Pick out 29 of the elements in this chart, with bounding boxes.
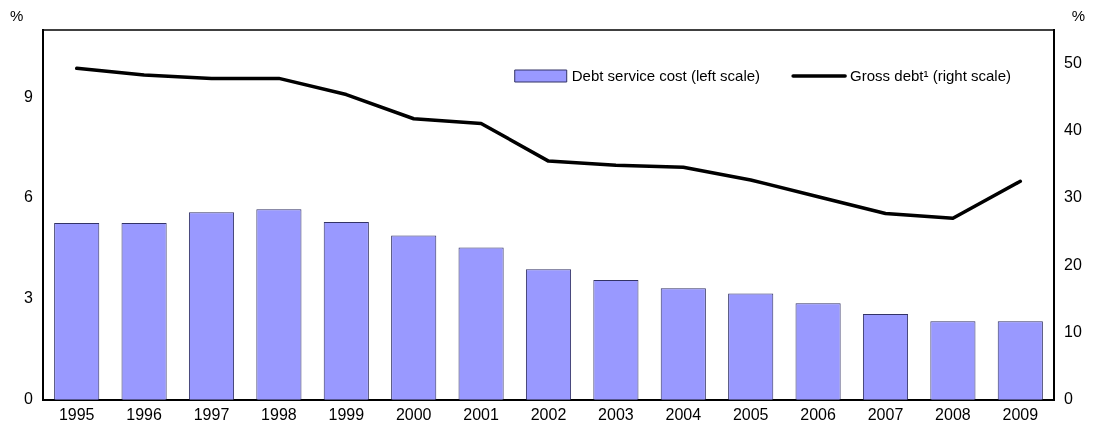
x-tick-label: 2006 — [800, 405, 836, 423]
x-tick-label: 1996 — [126, 405, 162, 423]
y-tick-label: 6 — [24, 188, 34, 206]
x-tick-label: 2000 — [395, 405, 432, 423]
x-tick-label: 2004 — [665, 405, 702, 423]
x-tick-label: 2002 — [530, 405, 567, 423]
y2-tick-label: 10 — [1064, 322, 1082, 340]
y-axis-title: % — [10, 6, 24, 24]
legend-label: Debt service cost (left scale) — [571, 67, 761, 85]
y-tick-label: 9 — [24, 87, 34, 105]
y2-tick-label: 40 — [1064, 121, 1082, 139]
x-tick-label: 1999 — [328, 405, 365, 423]
y-tick-label: 0 — [24, 390, 34, 408]
y-tick-label: 3 — [24, 289, 34, 307]
y2-tick-label: 50 — [1064, 54, 1082, 72]
x-tick-label: 1997 — [193, 405, 230, 423]
x-tick-label: 2008 — [935, 405, 971, 423]
x-tick-label: 2009 — [1002, 405, 1039, 423]
x-tick-label: 2005 — [732, 405, 769, 423]
x-tick-label: 2003 — [598, 405, 634, 423]
x-tick-label: 2007 — [867, 405, 904, 423]
y2-tick-label: 0 — [1064, 390, 1073, 408]
y2-tick-label: 30 — [1064, 188, 1082, 206]
legend-label: Gross debt¹ (right scale) — [850, 67, 1012, 85]
y2-axis-title: % — [1071, 6, 1085, 24]
x-tick-label: 2001 — [463, 405, 499, 423]
x-tick-label: 1995 — [58, 405, 95, 423]
x-tick-label: 1998 — [261, 405, 297, 423]
y2-tick-label: 20 — [1064, 255, 1082, 273]
